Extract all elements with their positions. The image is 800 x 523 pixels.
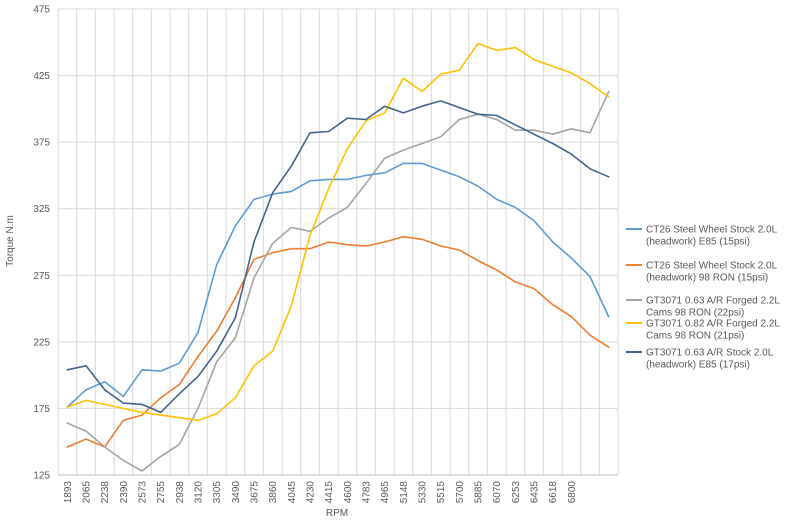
y-tick-label: 425 bbox=[33, 71, 50, 82]
series-line-1 bbox=[66, 162, 610, 408]
legend-label-2: CT26 Steel Wheel Stock 2.0L bbox=[646, 261, 778, 272]
x-tick-label: 2390 bbox=[119, 481, 130, 504]
legend-label-5: (headwork) E85 (17psi) bbox=[646, 360, 750, 371]
series-lines bbox=[66, 42, 610, 472]
series-line-4 bbox=[66, 42, 610, 422]
legend-label-2: (headwork) 98 RON (15psi) bbox=[646, 273, 768, 284]
legend-label-3: Cams 98 RON (22psi) bbox=[646, 308, 744, 319]
x-tick-label: 6253 bbox=[511, 481, 522, 504]
x-tick-label: 3305 bbox=[212, 481, 223, 504]
y-tick-label: 325 bbox=[33, 204, 50, 215]
y-tick-label: 475 bbox=[33, 5, 50, 16]
x-tick-label: 4783 bbox=[362, 481, 373, 504]
x-tick-label: 4230 bbox=[306, 481, 317, 504]
x-tick-label: 4965 bbox=[380, 481, 391, 504]
x-tick-label: 5330 bbox=[418, 481, 429, 504]
x-tick-label: 4415 bbox=[324, 481, 335, 504]
series-line-2 bbox=[66, 235, 610, 448]
y-tick-label: 275 bbox=[33, 271, 50, 282]
y-tick-label: 175 bbox=[33, 404, 50, 415]
y-axis-title: Torque N.m bbox=[5, 215, 16, 267]
x-tick-label: 4600 bbox=[343, 481, 354, 504]
x-tick-label: 3490 bbox=[231, 481, 242, 504]
series-line-5 bbox=[66, 100, 610, 414]
x-tick-label: 2238 bbox=[100, 481, 111, 504]
x-tick-label: 6800 bbox=[567, 481, 578, 504]
y-axis-ticks: 125 175 225 275 325 375 425 475 bbox=[33, 5, 50, 482]
x-tick-label: 2755 bbox=[156, 481, 167, 504]
legend-label-4: Cams 98 RON (21psi) bbox=[646, 331, 744, 342]
y-tick-label: 375 bbox=[33, 138, 50, 149]
legend-label-5: GT3071 0.63 A/R Stock 2.0L bbox=[646, 348, 774, 359]
legend-label-4: GT3071 0.82 A/R Forged 2.2L bbox=[646, 319, 780, 330]
x-tick-label: 3120 bbox=[194, 481, 205, 504]
legend-label-3: GT3071 0.63 A/R Forged 2.2L bbox=[646, 296, 780, 307]
y-tick-label: 125 bbox=[33, 471, 50, 482]
x-tick-label: 2065 bbox=[82, 481, 93, 504]
x-tick-label: 4045 bbox=[287, 481, 298, 504]
x-tick-label: 3675 bbox=[250, 481, 261, 504]
legend: CT26 Steel Wheel Stock 2.0L(headwork) E8… bbox=[626, 225, 780, 371]
y-tick-label: 225 bbox=[33, 337, 50, 348]
series-line-3 bbox=[66, 90, 610, 472]
legend-label-1: CT26 Steel Wheel Stock 2.0L bbox=[646, 225, 778, 236]
legend-label-1: (headwork) E85 (15psi) bbox=[646, 237, 750, 248]
x-tick-label: 6618 bbox=[548, 481, 559, 504]
x-tick-label: 3860 bbox=[268, 481, 279, 504]
x-tick-label: 2573 bbox=[138, 481, 149, 504]
x-tick-label: 2938 bbox=[175, 481, 186, 504]
x-axis-title: RPM bbox=[326, 508, 348, 519]
x-tick-label: 5148 bbox=[399, 481, 410, 504]
x-tick-label: 6435 bbox=[530, 481, 541, 504]
gridlines bbox=[57, 8, 619, 476]
x-tick-label: 5700 bbox=[455, 481, 466, 504]
x-axis-ticks: 1893 2065 2238 2390 2573 2755 2938 3120 3305 3490… bbox=[63, 481, 578, 504]
x-tick-label: 1893 bbox=[63, 481, 74, 504]
x-tick-label: 5515 bbox=[436, 481, 447, 504]
x-tick-label: 5885 bbox=[474, 481, 485, 504]
x-tick-label: 6070 bbox=[492, 481, 503, 504]
